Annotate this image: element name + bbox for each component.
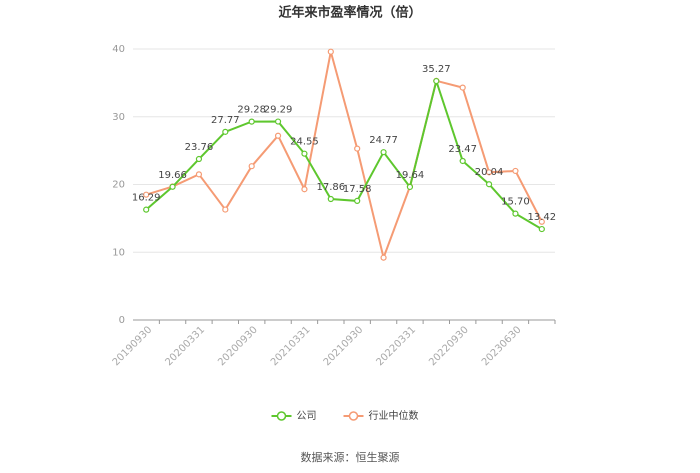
data-label: 13.42	[527, 212, 556, 223]
series-line	[145, 51, 543, 262]
y-tick-label: 30	[112, 112, 125, 123]
chart-title: 近年来市盈率情况（倍）	[278, 5, 421, 21]
point	[248, 118, 255, 125]
point	[512, 210, 519, 217]
data-label: 24.77	[369, 135, 398, 146]
legend-label: 行业中位数	[369, 409, 419, 422]
y-tick-label: 20	[112, 180, 125, 191]
data-label: 23.47	[448, 144, 477, 155]
x-tick-label: 20190930	[111, 324, 155, 368]
source: 数据来源：恒生聚源	[301, 450, 400, 464]
data-label: 23.76	[185, 142, 214, 153]
point	[248, 163, 255, 170]
legend-marker	[348, 411, 359, 421]
point	[538, 225, 545, 233]
data-label: 17.58	[343, 184, 372, 195]
data-label: 19.64	[396, 170, 425, 181]
point	[538, 218, 545, 225]
point	[485, 181, 493, 188]
point	[222, 206, 229, 213]
point	[327, 48, 334, 55]
point	[301, 186, 308, 193]
point	[274, 118, 282, 125]
series-line	[145, 77, 543, 230]
data-label: 35.27	[422, 64, 451, 75]
point	[459, 157, 466, 165]
legend-label: 公司	[297, 411, 317, 422]
x-tick-label: 20200331	[163, 324, 207, 368]
y-tick-label: 40	[112, 44, 125, 55]
data-label: 15.70	[501, 197, 530, 208]
x-tick-label: 20200930	[216, 324, 260, 368]
point	[195, 155, 203, 163]
point	[354, 197, 361, 204]
point	[195, 171, 203, 178]
point	[380, 149, 387, 156]
point	[222, 128, 229, 135]
y-tick-label: 10	[112, 247, 125, 258]
point	[301, 150, 308, 157]
point	[433, 77, 440, 85]
x-tick-label: 20230630	[480, 324, 524, 368]
point	[512, 167, 519, 175]
point	[143, 206, 150, 213]
point	[169, 183, 176, 190]
x-tick-label: 20210331	[269, 324, 313, 368]
x-tick-label: 20220331	[374, 324, 418, 368]
x-tick-label: 20220930	[427, 324, 471, 368]
data-label: 20.04	[475, 167, 504, 178]
data-label: 17.86	[316, 182, 345, 193]
point	[274, 132, 282, 139]
point	[459, 84, 466, 91]
data-label: 24.55	[290, 137, 319, 148]
data-label: 29.28	[237, 105, 266, 116]
data-label: 16.29	[132, 193, 161, 204]
point	[143, 191, 150, 198]
point	[354, 145, 361, 152]
y-tick-label: 0	[119, 315, 125, 326]
data-label: 29.29	[264, 105, 293, 116]
point	[327, 195, 334, 203]
point	[485, 169, 493, 176]
data-label: 27.77	[211, 115, 240, 126]
x-tick-label: 20210930	[322, 324, 366, 368]
legend-marker	[276, 411, 287, 421]
data-label: 19.66	[158, 170, 187, 181]
point	[406, 183, 414, 191]
point	[380, 254, 387, 261]
